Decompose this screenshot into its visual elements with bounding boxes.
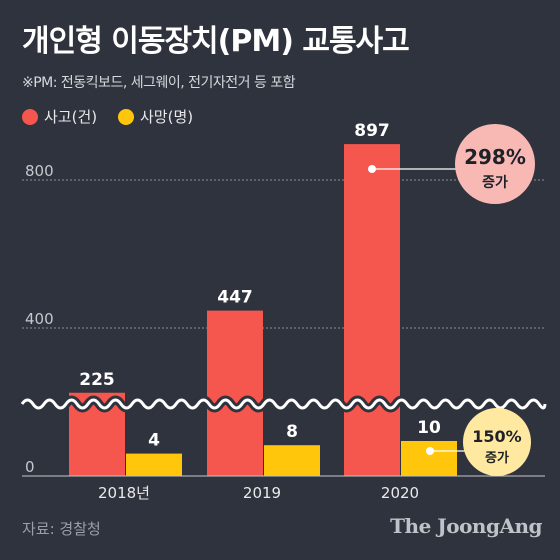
chart-subtitle: ※PM: 전동킥보드, 세그웨이, 전기자전거 등 포함 xyxy=(22,75,296,91)
data-label-accidents-1: 447 xyxy=(217,288,253,308)
annotation-bubble-accidents xyxy=(455,124,535,204)
annotation-label-accidents: 증가 xyxy=(482,175,508,191)
bar-accidents-1 xyxy=(207,310,263,476)
annotation-value-accidents: 298% xyxy=(464,145,526,169)
y-tick-800: 800 xyxy=(25,162,54,180)
legend-item-deaths: 사망(명) xyxy=(118,106,193,127)
bar-deaths-0 xyxy=(126,453,182,476)
data-label-accidents-0: 225 xyxy=(79,370,115,390)
data-label-deaths-1: 8 xyxy=(286,422,298,442)
data-label-deaths-0: 4 xyxy=(148,431,160,451)
source-note: 자료: 경찰청 xyxy=(22,520,101,538)
legend-label-accidents: 사고(건) xyxy=(44,108,98,126)
legend-item-accidents: 사고(건) xyxy=(22,106,97,127)
bar-accidents-2 xyxy=(344,144,400,477)
x-label-2020: 2020 xyxy=(381,484,419,502)
y-tick-0: 0 xyxy=(25,458,35,476)
chart-title: 개인형 이동장치(PM) 교통사고 xyxy=(22,24,410,59)
data-label-accidents-2: 897 xyxy=(354,121,390,141)
annotation-label-deaths: 증가 xyxy=(485,451,509,466)
annotation-bubble-deaths xyxy=(463,408,531,476)
axis-break-wave xyxy=(20,398,547,410)
x-label-2019: 2019 xyxy=(243,484,281,502)
x-label-2018: 2018년 xyxy=(98,484,150,502)
legend-swatch-deaths xyxy=(118,108,134,125)
data-label-deaths-2: 10 xyxy=(417,418,441,438)
y-tick-400: 400 xyxy=(25,310,54,328)
bar-deaths-1 xyxy=(264,445,320,476)
brand-logo: The JoongAng xyxy=(390,514,542,538)
legend-label-deaths: 사망(명) xyxy=(140,108,194,126)
legend-swatch-accidents xyxy=(22,108,38,125)
annotation-value-deaths: 150% xyxy=(472,427,521,446)
bar-deaths-2 xyxy=(401,441,457,476)
